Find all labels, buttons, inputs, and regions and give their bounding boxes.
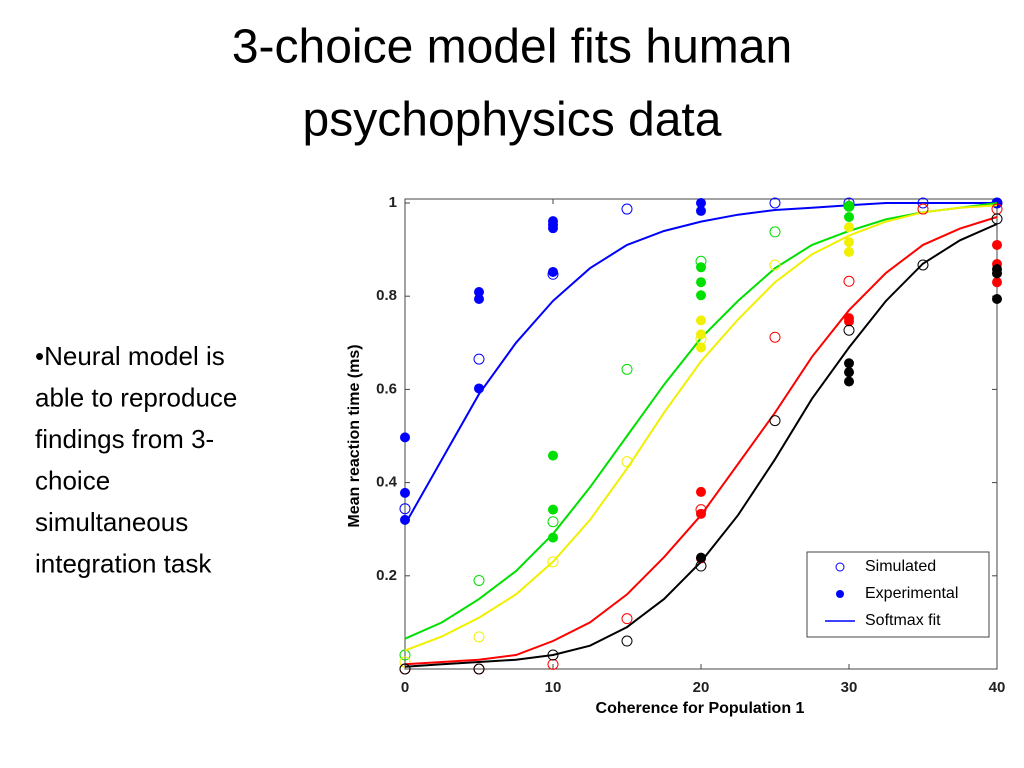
x-tick-label: 30 (841, 679, 858, 696)
experimental-point (696, 262, 706, 273)
bullet-text: choice (35, 465, 110, 495)
legend-label: Simulated (865, 558, 936, 575)
experimental-point (696, 552, 706, 563)
experimental-point (844, 201, 854, 212)
simulated-point (621, 363, 633, 375)
simulated-point (843, 324, 855, 336)
simulated-point (769, 259, 781, 271)
simulated-point (547, 658, 559, 670)
experimental-point (844, 376, 854, 387)
y-tick-label: 0.6 (376, 380, 397, 397)
y-axis-label: Mean reaction time (ms) (346, 344, 363, 527)
simulated-point (621, 456, 633, 468)
x-tick-label: 20 (693, 679, 710, 696)
experimental-point (696, 198, 706, 208)
y-tick-label: 0.2 (376, 567, 397, 584)
simulated-point (399, 663, 411, 675)
fit-line (404, 204, 998, 652)
experimental-point (696, 315, 706, 326)
simulated-point (547, 516, 559, 528)
legend-label: Experimental (865, 585, 958, 602)
simulated-point (547, 649, 559, 661)
experimental-point (992, 239, 1002, 250)
bullet-text: integration task (35, 548, 212, 578)
y-tick-label: 0.4 (376, 474, 398, 491)
simulated-point (769, 226, 781, 238)
experimental-point (992, 268, 1002, 279)
simulated-point (399, 656, 411, 668)
experimental-point (474, 383, 484, 394)
simulated-point (621, 203, 633, 215)
fit-line (404, 202, 997, 525)
experimental-point (844, 237, 854, 248)
experimental-point (696, 329, 706, 340)
simulated-point (769, 197, 781, 209)
experimental-point (696, 342, 706, 353)
experimental-point (400, 514, 410, 525)
experimental-point (844, 358, 854, 369)
x-tick-label: 40 (989, 679, 1006, 696)
experimental-point (548, 223, 558, 234)
title-line: 3-choice model fits human (232, 21, 792, 74)
legend-marker (835, 562, 845, 572)
experimental-point (400, 432, 410, 443)
x-tick-label: 0 (401, 679, 409, 696)
simulated-point (769, 331, 781, 343)
experimental-point (992, 277, 1002, 288)
experimental-point (696, 290, 706, 301)
simulated-point (473, 353, 485, 365)
experimental-point (400, 487, 410, 498)
experimental-point (548, 532, 558, 543)
simulated-point (917, 259, 929, 271)
experimental-point (548, 266, 558, 277)
legend-marker (836, 590, 844, 598)
legend-label: Softmax fit (865, 612, 941, 629)
simulated-point (621, 613, 633, 625)
bullet-text: simultaneous (35, 507, 188, 537)
experimental-point (548, 504, 558, 515)
experimental-point (474, 293, 484, 304)
experimental-point (696, 486, 706, 497)
bullet-text: able to reproduce (35, 382, 237, 412)
simulated-point (991, 213, 1003, 225)
simulated-point (621, 635, 633, 647)
y-tick-label: 0.8 (376, 287, 397, 304)
simulated-point (399, 503, 411, 515)
simulated-point (473, 631, 485, 643)
y-tick-label: 1 (389, 194, 397, 211)
experimental-point (844, 316, 854, 327)
experimental-point (548, 450, 558, 461)
experimental-point (844, 367, 854, 378)
simulated-point (547, 556, 559, 568)
experimental-point (696, 508, 706, 519)
experimental-point (474, 287, 484, 298)
bullet-text: •Neural model is (35, 341, 225, 371)
simulated-point (473, 574, 485, 586)
experimental-point (844, 246, 854, 257)
bullet-text: findings from 3- (35, 424, 214, 454)
x-axis-label: Coherence for Population 1 (596, 700, 805, 717)
simulated-point (473, 663, 485, 675)
simulated-point (917, 203, 929, 215)
experimental-point (696, 277, 706, 288)
x-tick-label: 10 (545, 679, 562, 696)
experimental-point (992, 293, 1002, 304)
experimental-point (844, 211, 854, 222)
simulated-point (769, 415, 781, 427)
simulated-point (843, 275, 855, 287)
experimental-point (696, 205, 706, 216)
simulated-point (917, 197, 929, 209)
title-line: psychophysics data (303, 94, 722, 147)
experimental-point (844, 222, 854, 233)
